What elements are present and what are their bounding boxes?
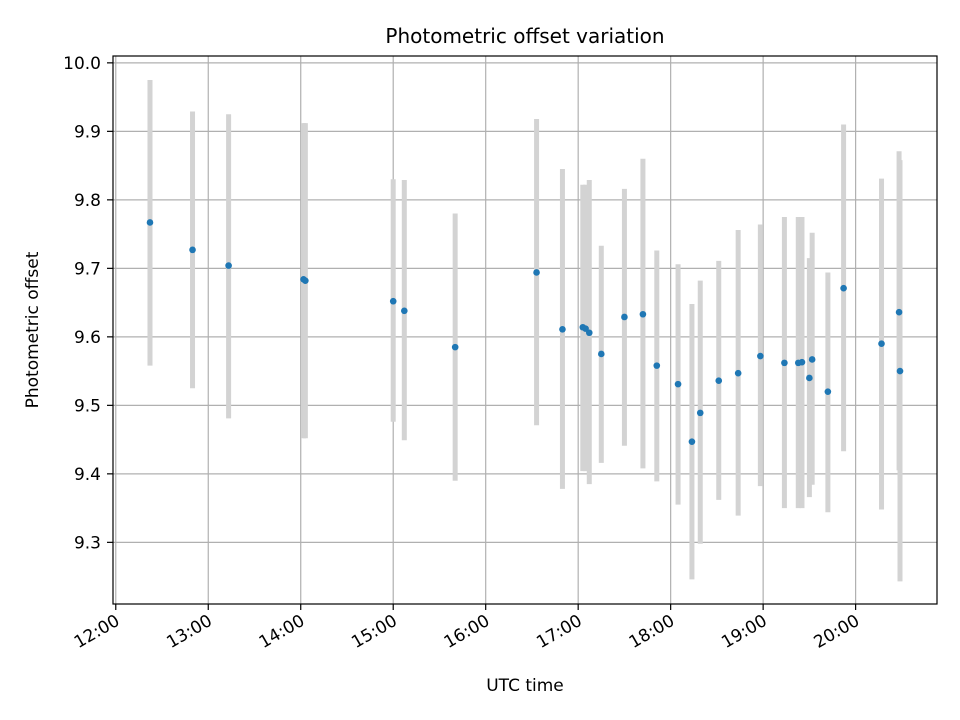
data-point bbox=[696, 409, 704, 417]
x-axis-label: UTC time bbox=[486, 676, 564, 696]
data-point bbox=[734, 369, 742, 377]
data-point bbox=[597, 350, 605, 358]
data-point bbox=[781, 359, 788, 367]
data-point bbox=[621, 313, 628, 321]
y-tick-label: 10.0 bbox=[63, 54, 101, 74]
data-point bbox=[639, 310, 647, 318]
data-point bbox=[895, 308, 903, 316]
data-point bbox=[302, 277, 309, 284]
data-point bbox=[189, 246, 196, 254]
data-point bbox=[896, 367, 904, 375]
y-tick-label: 9.9 bbox=[74, 122, 101, 142]
y-tick-label: 9.4 bbox=[74, 465, 101, 485]
data-point bbox=[401, 307, 408, 315]
y-tick-label: 9.7 bbox=[74, 259, 101, 279]
y-axis: 9.3 9.4 9.5 9.6 9.7 9.8 9.9 10.0 bbox=[63, 54, 113, 553]
data-point bbox=[806, 374, 813, 382]
data-point bbox=[451, 343, 459, 351]
plot-frame bbox=[112, 55, 938, 605]
data-points bbox=[146, 219, 904, 445]
grid-lines bbox=[113, 56, 937, 604]
y-axis-label: Photometric offset bbox=[23, 251, 43, 408]
data-point bbox=[559, 326, 566, 333]
data-point bbox=[533, 269, 540, 276]
data-point bbox=[878, 340, 885, 348]
data-point bbox=[146, 219, 154, 226]
chart-title: Photometric offset variation bbox=[385, 24, 664, 48]
y-tick-label: 9.3 bbox=[74, 533, 101, 553]
data-point bbox=[808, 356, 816, 363]
data-point bbox=[653, 362, 661, 369]
data-point bbox=[585, 329, 593, 337]
data-point bbox=[798, 358, 806, 366]
data-point bbox=[715, 377, 723, 384]
data-point bbox=[840, 284, 847, 292]
y-tick-label: 9.5 bbox=[74, 396, 101, 416]
data-point bbox=[225, 262, 232, 269]
data-point bbox=[389, 297, 397, 305]
data-point bbox=[757, 352, 764, 360]
data-point bbox=[674, 380, 682, 388]
y-tick-label: 9.6 bbox=[74, 328, 101, 348]
data-point bbox=[824, 388, 832, 395]
y-tick-label: 9.8 bbox=[74, 191, 101, 211]
data-point bbox=[688, 438, 696, 445]
